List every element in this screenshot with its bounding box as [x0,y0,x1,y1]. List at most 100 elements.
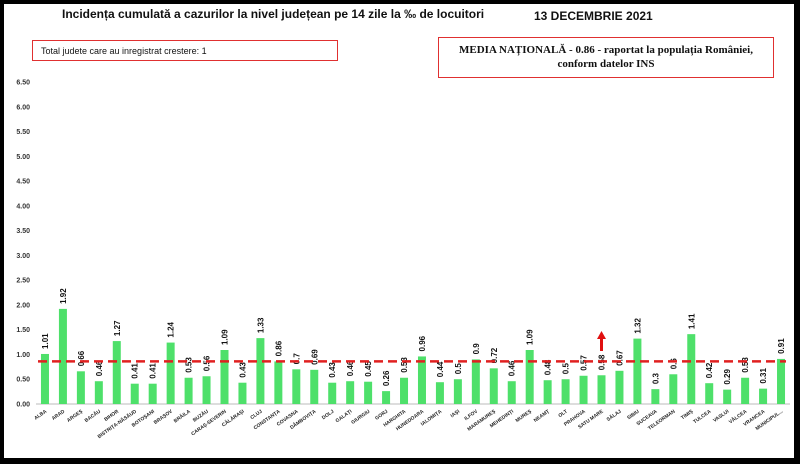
y-tick-label: 2.00 [16,302,30,309]
bar [507,381,516,404]
y-tick-label: 1.50 [16,327,30,334]
national-average-line2: conform datelor INS [557,58,655,70]
data-label: 1.41 [687,313,696,329]
data-label: 0.66 [77,350,86,366]
bar [202,376,211,404]
y-tick-label: 0.00 [16,402,30,409]
increase-count-box: Total judete care au inregistrat crester… [32,40,338,61]
bar [58,308,67,404]
data-label: 0.96 [418,335,427,351]
bar [561,379,570,404]
category-label: BACĂU [83,408,102,424]
category-label: TULCEA [692,409,712,426]
bar [112,341,121,404]
data-label: 0.46 [346,360,355,376]
data-label: 1.27 [113,320,122,336]
y-tick-label: 6.50 [16,80,30,87]
data-label: 0.5 [562,363,571,375]
national-average-line1: MEDIA NAȚIONALĂ - 0.86 - raportat la pop… [459,44,753,56]
category-label: SĂLAJ [605,408,623,423]
bar [489,368,498,404]
data-label: 0.31 [759,368,768,384]
bar [130,383,139,404]
bar [741,377,750,404]
bar [292,369,301,404]
bar [274,361,283,404]
bar [525,350,534,404]
bar [310,369,319,404]
increase-arrow-icon [597,331,606,351]
data-label: 1.33 [256,317,265,333]
data-label: 0.41 [131,363,140,379]
category-label: OLT [557,409,568,419]
data-label: 0.67 [615,350,624,366]
bar [382,391,391,404]
data-label: 1.32 [633,317,642,333]
data-label: 0.69 [310,349,319,365]
bar [400,377,409,404]
national-average-box: MEDIA NAȚIONALĂ - 0.86 - raportat la pop… [438,37,774,78]
data-label: 0.53 [400,357,409,373]
data-label: 0.48 [544,359,553,375]
data-label: 1.92 [59,288,68,304]
data-label: 0.26 [382,370,391,386]
category-label: GIURGIU [350,409,371,426]
data-label: 0.46 [95,360,104,376]
bar [723,389,732,404]
category-label: NEAMȚ [533,409,551,424]
bar [435,382,444,404]
data-label: 0.5 [454,363,463,375]
y-tick-label: 4.00 [16,203,30,210]
data-label: 1.09 [526,329,535,345]
data-label: 0.86 [274,340,283,356]
data-label: 1.01 [41,333,50,349]
y-tick-label: 3.00 [16,253,30,260]
data-label: 0.9 [472,343,481,355]
y-tick-label: 6.00 [16,104,30,111]
bar [166,342,175,404]
data-label: 0.43 [328,362,337,378]
y-tick-label: 1.00 [16,352,30,359]
bar [687,334,696,404]
data-label: 0.56 [203,355,212,371]
data-label: 0.46 [508,360,517,376]
bar [651,389,660,404]
bar [471,359,480,404]
bar [256,338,265,404]
y-tick-label: 4.50 [16,179,30,186]
data-label: 0.42 [705,362,714,378]
bar [184,377,193,404]
bar [148,383,157,404]
category-label: IAȘI [450,408,462,419]
y-tick-label: 0.50 [16,377,30,384]
bar [40,353,49,404]
data-label: 0.29 [723,369,732,385]
category-label: ARGEȘ [66,408,85,423]
category-label: BRAȘOV [153,408,175,426]
bar [669,374,678,404]
bar [777,358,786,404]
bar [94,381,103,404]
y-tick-label: 2.50 [16,278,30,285]
bar [417,356,426,404]
data-label: 0.45 [364,361,373,377]
data-label: 0.44 [436,361,445,377]
data-label: 0.3 [651,372,660,384]
y-tick-label: 5.50 [16,129,30,136]
bar [579,375,588,404]
bar [453,379,462,404]
chart-title: Incidența cumulată a cazurilor la nivel … [62,7,485,21]
category-label: BRĂILA [172,408,192,425]
bar [597,375,606,404]
data-label: 0.43 [238,362,247,378]
data-label: 0.41 [149,363,158,379]
data-label: 0.6 [669,358,678,370]
data-label: 1.24 [167,321,176,337]
bar [76,371,85,404]
bar [364,381,373,404]
bar [633,338,642,404]
category-label: DOLJ [321,409,336,422]
data-label: 0.7 [292,353,301,365]
data-label: 0.53 [185,357,194,373]
